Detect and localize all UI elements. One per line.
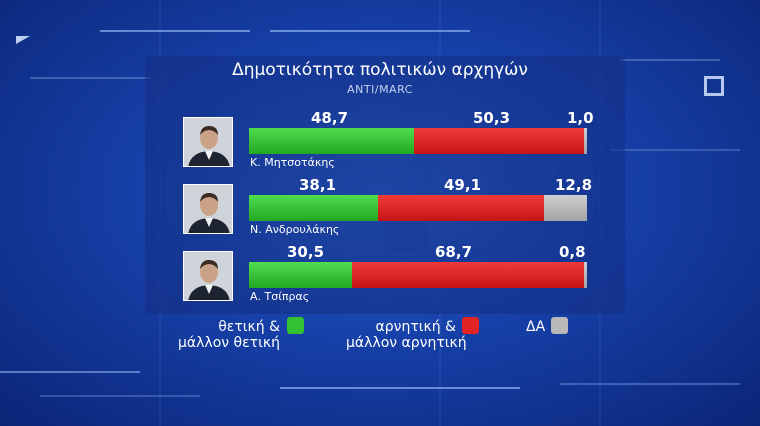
corner-triangle-icon — [16, 36, 30, 44]
bar-segment — [543, 195, 587, 221]
bar-segment — [584, 262, 587, 288]
square-outline-icon — [704, 76, 724, 96]
data-label: 30,5 — [287, 243, 325, 261]
data-label: 49,1 — [444, 176, 482, 194]
legend-positive-label: θετική & — [208, 318, 280, 336]
legend-dk-swatch — [551, 317, 568, 334]
legend-negative-line-2-wrap: μάλλον αρνητική — [346, 334, 506, 352]
chart-subtitle: ANTI/MARC — [347, 83, 413, 96]
legend-negative-line-2: μάλλον αρνητική — [346, 335, 467, 351]
data-label: 38,1 — [299, 176, 337, 194]
bar-segment — [249, 195, 378, 221]
bar-segment — [413, 128, 584, 154]
category-label: Α. Τσίπρας — [250, 290, 310, 303]
legend-positive-swatch — [287, 317, 304, 334]
legend-dk-label: ΔΑ — [526, 319, 546, 335]
stacked-bar — [249, 195, 587, 221]
data-label: 12,8 — [555, 176, 593, 194]
category-label: Ν. Ανδρουλάκης — [250, 223, 340, 236]
bar-segment — [249, 262, 353, 288]
data-label: 48,7 — [311, 109, 349, 127]
bar-segment — [377, 195, 544, 221]
data-label: 1,0 — [567, 109, 594, 127]
legend-positive-line-2-wrap: μάλλον θετική — [178, 334, 318, 352]
person-photo-icon — [183, 251, 233, 301]
data-label: 50,3 — [473, 109, 511, 127]
person-photo-icon — [183, 117, 233, 167]
bar-segment — [352, 262, 585, 288]
legend-positive-line-2: μάλλον θετική — [178, 335, 280, 351]
data-label: 0,8 — [559, 243, 586, 261]
legend-positive-line-1: θετική & — [218, 319, 280, 335]
chart-title: Δημοτικότητα πολιτικών αρχηγών — [232, 60, 528, 80]
legend-negative-swatch — [462, 317, 479, 334]
category-label: Κ. Μητσοτάκης — [250, 156, 335, 169]
person-photo-icon — [183, 184, 233, 234]
data-label: 68,7 — [435, 243, 473, 261]
bar-segment — [583, 128, 587, 154]
legend-negative-label: αρνητική & — [358, 318, 456, 336]
stacked-bar — [249, 262, 587, 288]
bar-segment — [249, 128, 414, 154]
stacked-bar — [249, 128, 587, 154]
legend-negative-line-1: αρνητική & — [375, 319, 456, 335]
